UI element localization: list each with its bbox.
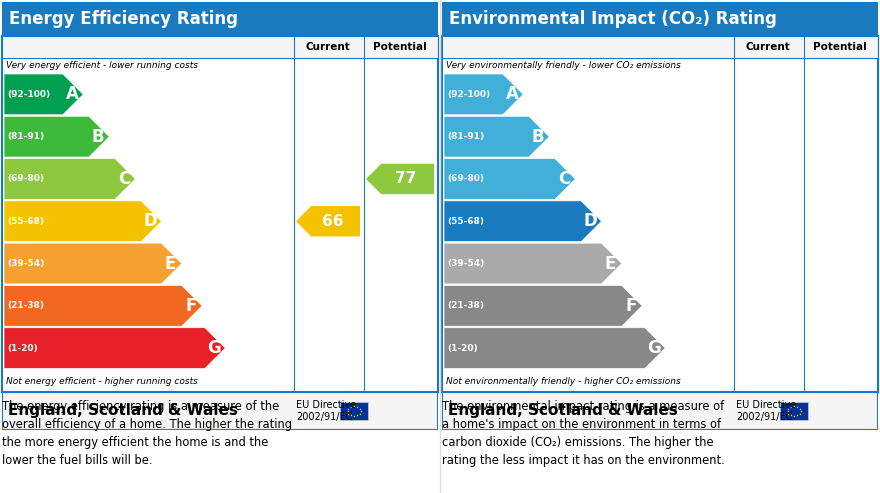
Text: Not environmentally friendly - higher CO₂ emissions: Not environmentally friendly - higher CO…	[446, 377, 681, 386]
Text: Very energy efficient - lower running costs: Very energy efficient - lower running co…	[6, 62, 198, 70]
Polygon shape	[444, 243, 622, 284]
Text: B: B	[532, 128, 545, 145]
Text: B: B	[92, 128, 105, 145]
Polygon shape	[4, 74, 84, 115]
Polygon shape	[4, 201, 162, 242]
Polygon shape	[296, 206, 360, 237]
Text: Current: Current	[305, 42, 350, 52]
Text: (55-68): (55-68)	[447, 217, 484, 226]
Text: (55-68): (55-68)	[7, 217, 44, 226]
Text: G: G	[647, 339, 661, 357]
Text: (81-91): (81-91)	[7, 132, 44, 141]
Text: Not energy efficient - higher running costs: Not energy efficient - higher running co…	[6, 377, 198, 386]
Text: D: D	[143, 212, 158, 230]
Text: EU Directive
2002/91/EC: EU Directive 2002/91/EC	[296, 400, 356, 422]
Polygon shape	[366, 164, 434, 194]
Text: (69-80): (69-80)	[447, 175, 484, 183]
Text: D: D	[583, 212, 598, 230]
Text: E: E	[165, 254, 176, 273]
Text: (92-100): (92-100)	[447, 90, 490, 99]
Text: 66: 66	[322, 214, 344, 229]
Bar	[2, 36, 438, 58]
Text: (92-100): (92-100)	[7, 90, 50, 99]
Text: Potential: Potential	[813, 42, 867, 52]
Text: Environmental Impact (CO₂) Rating: Environmental Impact (CO₂) Rating	[449, 10, 776, 28]
Text: Current: Current	[745, 42, 790, 52]
Polygon shape	[4, 243, 182, 284]
Text: (21-38): (21-38)	[7, 301, 44, 310]
Text: (69-80): (69-80)	[7, 175, 44, 183]
Text: (1-20): (1-20)	[447, 344, 478, 352]
Polygon shape	[444, 201, 602, 242]
Polygon shape	[4, 159, 136, 199]
Text: England, Scotland & Wales: England, Scotland & Wales	[448, 403, 678, 419]
Polygon shape	[444, 285, 642, 326]
Text: (81-91): (81-91)	[447, 132, 484, 141]
Polygon shape	[444, 159, 576, 199]
Bar	[442, 36, 878, 58]
Text: 77: 77	[395, 172, 416, 186]
Text: G: G	[207, 339, 221, 357]
Text: Potential: Potential	[373, 42, 427, 52]
Text: England, Scotland & Wales: England, Scotland & Wales	[8, 403, 238, 419]
Text: F: F	[185, 297, 196, 315]
Text: (39-54): (39-54)	[447, 259, 484, 268]
Polygon shape	[444, 328, 665, 368]
Text: Very environmentally friendly - lower CO₂ emissions: Very environmentally friendly - lower CO…	[446, 62, 681, 70]
Text: EU Directive
2002/91/EC: EU Directive 2002/91/EC	[736, 400, 796, 422]
Text: A: A	[505, 85, 518, 104]
Polygon shape	[4, 116, 109, 157]
Text: E: E	[605, 254, 616, 273]
Text: (39-54): (39-54)	[7, 259, 44, 268]
Text: (1-20): (1-20)	[7, 344, 38, 352]
Polygon shape	[444, 116, 549, 157]
Bar	[340, 402, 368, 420]
Text: The energy efficiency rating is a measure of the
overall efficiency of a home. T: The energy efficiency rating is a measur…	[2, 400, 292, 467]
Text: C: C	[558, 170, 570, 188]
Polygon shape	[4, 328, 225, 368]
Bar	[780, 402, 808, 420]
Text: F: F	[625, 297, 636, 315]
Text: C: C	[118, 170, 130, 188]
Text: A: A	[65, 85, 78, 104]
Text: Energy Efficiency Rating: Energy Efficiency Rating	[9, 10, 238, 28]
Text: (21-38): (21-38)	[447, 301, 484, 310]
Polygon shape	[4, 285, 202, 326]
Text: The environmental impact rating is a measure of
a home's impact on the environme: The environmental impact rating is a mea…	[442, 400, 725, 467]
Polygon shape	[444, 74, 524, 115]
